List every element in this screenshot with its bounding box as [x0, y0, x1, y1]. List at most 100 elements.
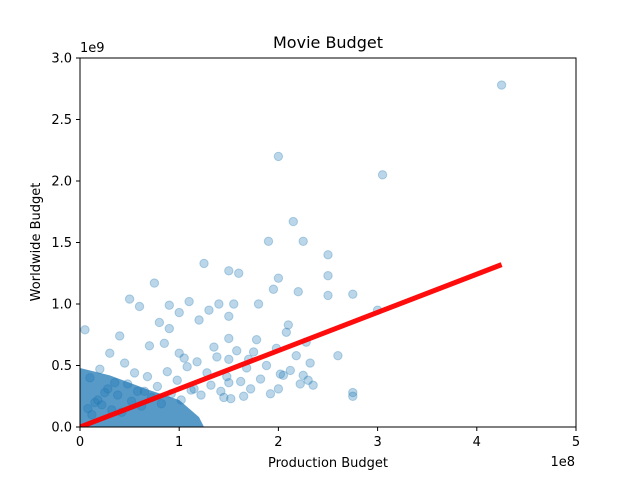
data-point: [224, 378, 234, 388]
data-point: [196, 390, 206, 400]
data-point: [156, 398, 167, 409]
data-point: [179, 353, 189, 363]
data-point: [103, 384, 113, 394]
data-point: [291, 350, 301, 361]
data-point: [273, 273, 284, 283]
data-point: [377, 170, 388, 180]
data-point: [278, 370, 289, 381]
data-point: [192, 357, 202, 367]
data-point: [199, 258, 209, 269]
data-point: [263, 236, 274, 246]
data-point: [216, 386, 226, 397]
y-tick-label: 0.0: [51, 421, 72, 436]
data-point: [248, 347, 259, 357]
x-tick-label: 1: [175, 435, 183, 450]
y-tick-label: 1.0: [51, 298, 72, 313]
data-point: [496, 80, 507, 90]
y-tick-label: 0.5: [51, 359, 72, 374]
data-point: [323, 271, 333, 281]
data-point: [232, 346, 242, 356]
data-point: [348, 391, 358, 401]
data-point: [333, 350, 343, 361]
x-tick-label: 5: [572, 435, 580, 450]
data-point: [100, 387, 110, 398]
data-point: [251, 334, 262, 345]
data-point: [323, 250, 333, 260]
data-point: [164, 300, 174, 310]
data-point: [176, 395, 186, 405]
data-point: [80, 325, 90, 335]
data-point: [83, 403, 93, 414]
data-point: [112, 390, 123, 400]
data-point: [139, 386, 150, 397]
data-point: [265, 389, 276, 399]
data-point: [275, 369, 286, 379]
data-point: [236, 376, 246, 387]
data-point: [226, 394, 236, 404]
data-point: [132, 386, 143, 397]
data-point: [288, 216, 298, 227]
data-point: [212, 352, 222, 362]
data-point: [214, 299, 224, 309]
data-point: [273, 384, 284, 394]
data-point: [152, 381, 163, 392]
data-point: [149, 278, 160, 288]
y-tick-label: 1.5: [51, 236, 72, 251]
data-point: [95, 364, 105, 374]
data-point: [253, 299, 264, 309]
axes-layer: 0 1 2 3 4 5 0.0 0.5 1.0 1.5 2.0 2.5 3.0: [51, 52, 580, 451]
data-point: [164, 323, 174, 334]
x-offset-label: 1e8: [550, 455, 575, 470]
data-point: [162, 366, 172, 377]
data-point: [261, 360, 272, 371]
data-point: [209, 342, 219, 352]
data-point: [273, 151, 284, 162]
data-point: [182, 362, 192, 372]
data-point: [134, 301, 145, 312]
data-point: [85, 373, 95, 383]
x-tick-label: 3: [373, 435, 381, 450]
points-layer: [80, 80, 507, 427]
data-point: [219, 392, 229, 403]
data-point: [105, 348, 115, 358]
data-point: [285, 365, 296, 376]
data-point: [293, 287, 303, 297]
dense-point-cluster: [80, 367, 204, 427]
data-point: [298, 236, 308, 246]
data-point: [174, 348, 184, 358]
data-point: [308, 380, 318, 390]
data-point: [122, 379, 133, 389]
data-point: [184, 296, 194, 307]
data-point: [303, 375, 313, 385]
regression-line: [80, 262, 503, 427]
data-point: [144, 341, 155, 351]
y-tick-label: 3.0: [51, 52, 72, 67]
y-axis-label: Worldwide Budget: [29, 183, 44, 302]
data-point: [110, 378, 120, 388]
trend-line-layer: [80, 262, 503, 427]
y-tick-label: 2.0: [51, 175, 72, 190]
data-point: [119, 358, 130, 368]
data-point: [114, 331, 125, 341]
data-point: [238, 391, 249, 401]
x-tick-label: 4: [473, 435, 481, 450]
data-point: [281, 327, 292, 337]
data-point: [224, 354, 234, 365]
data-point: [245, 384, 256, 394]
data-point: [124, 294, 135, 304]
data-point: [159, 338, 170, 349]
data-point: [93, 395, 103, 405]
data-point: [283, 320, 294, 330]
data-point: [305, 358, 315, 368]
data-point: [323, 290, 333, 301]
data-point: [206, 380, 216, 390]
data-point: [172, 375, 182, 385]
data-point: [229, 299, 239, 309]
y-offset-label: 1e9: [80, 41, 105, 56]
data-point: [90, 397, 100, 408]
data-point: [87, 410, 97, 420]
data-point: [295, 379, 305, 389]
x-axis-label: Production Budget: [268, 456, 388, 471]
data-point: [348, 387, 358, 398]
